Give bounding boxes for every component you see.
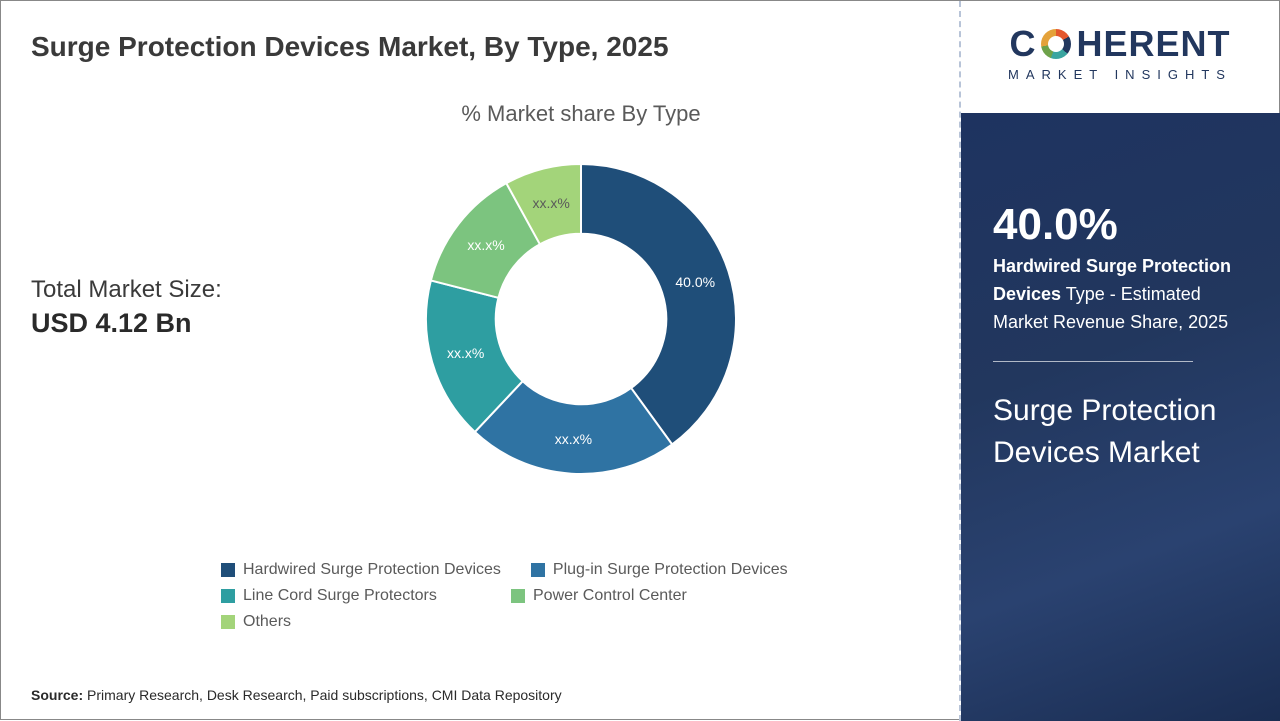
chart-wrap: % Market share By Type 40.0% xx.x% xx.x% xx… <box>331 101 831 499</box>
logo: C HERENT MARKET INSIGHTS <box>961 1 1279 111</box>
slice-label: xx.x% <box>532 195 569 211</box>
chart-title: % Market share By Type <box>331 101 831 127</box>
logo-globe-icon <box>1041 29 1071 59</box>
logo-sub: MARKET INSIGHTS <box>983 67 1257 82</box>
legend-text: Others <box>243 613 291 631</box>
highlight-percent: 40.0% <box>993 203 1249 247</box>
legend-item: Plug-in Surge Protection Devices <box>531 561 791 579</box>
main-area: Surge Protection Devices Market, By Type… <box>1 1 941 721</box>
slice-label: xx.x% <box>467 237 504 253</box>
slice-label: 40.0% <box>675 274 715 290</box>
legend-item: Line Cord Surge Protectors <box>221 587 481 605</box>
legend-swatch <box>531 563 545 577</box>
legend-text: Plug-in Surge Protection Devices <box>553 561 788 579</box>
logo-top: C HERENT <box>983 23 1257 65</box>
logo-word-herent: HERENT <box>1076 23 1230 65</box>
source-text: Primary Research, Desk Research, Paid su… <box>83 687 562 703</box>
legend-swatch <box>221 589 235 603</box>
market-size-label: Total Market Size: <box>31 276 222 304</box>
market-name: Surge Protection Devices Market <box>993 390 1249 474</box>
market-size-block: Total Market Size: USD 4.12 Bn <box>31 276 222 339</box>
highlight-desc: Hardwired Surge Protection Devices Type … <box>993 253 1249 337</box>
legend-item: Power Control Center <box>511 587 771 605</box>
donut-chart: 40.0% xx.x% xx.x% xx.x% xx.x% <box>401 139 761 499</box>
legend: Hardwired Surge Protection Devices Plug-i… <box>221 561 841 631</box>
slice-label: xx.x% <box>447 345 484 361</box>
legend-text: Power Control Center <box>533 587 687 605</box>
market-size-value: USD 4.12 Bn <box>31 308 222 339</box>
legend-swatch <box>221 615 235 629</box>
page-title: Surge Protection Devices Market, By Type… <box>31 31 921 63</box>
source-line: Source: Primary Research, Desk Research,… <box>31 687 562 703</box>
legend-item: Hardwired Surge Protection Devices <box>221 561 501 579</box>
slice-label: xx.x% <box>555 431 592 447</box>
divider <box>993 361 1193 362</box>
legend-text: Hardwired Surge Protection Devices <box>243 561 501 579</box>
legend-item: Others <box>221 613 481 631</box>
sidebar: C HERENT MARKET INSIGHTS 40.0% Hardwired… <box>959 1 1279 721</box>
legend-text: Line Cord Surge Protectors <box>243 587 437 605</box>
logo-letter-c: C <box>1009 23 1036 65</box>
source-label: Source: <box>31 687 83 703</box>
legend-swatch <box>221 563 235 577</box>
side-panel: 40.0% Hardwired Surge Protection Devices… <box>961 113 1280 721</box>
legend-swatch <box>511 589 525 603</box>
